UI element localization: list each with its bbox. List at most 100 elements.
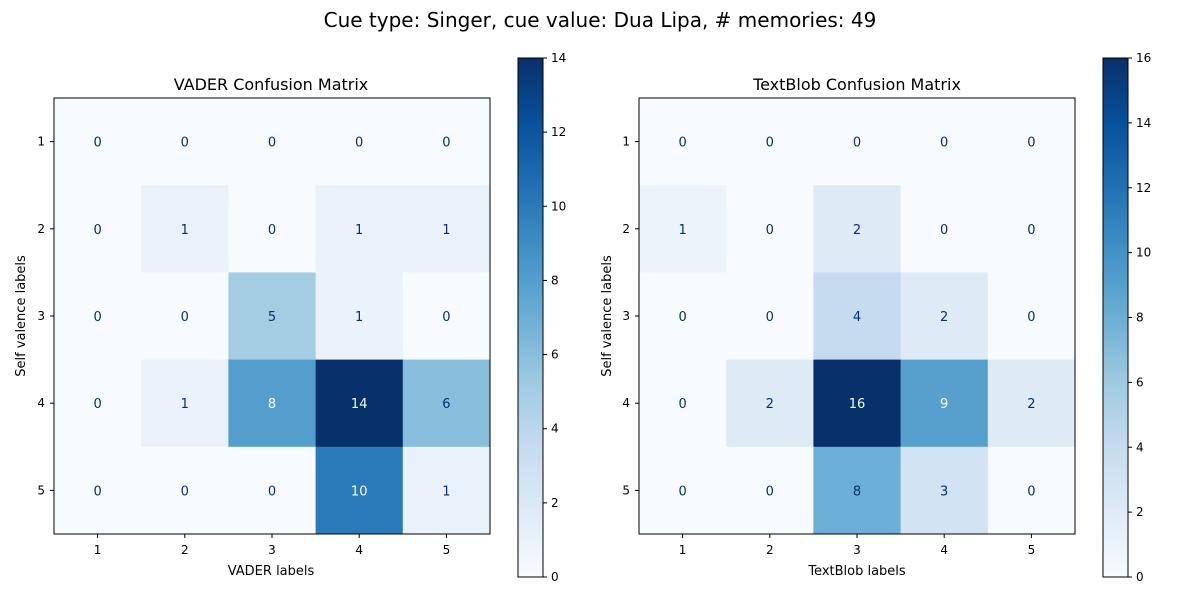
- vader-y-tick-label: 2: [37, 222, 45, 236]
- textblob-cell: [639, 98, 727, 186]
- vader-cell: [141, 272, 229, 361]
- vader-cell: [141, 185, 229, 273]
- textblob-cell-value: 0: [1027, 223, 1035, 238]
- textblob-cell: [900, 272, 989, 361]
- textblob-cell-value: 0: [678, 484, 686, 499]
- vader-colorbar-tick-label: 14: [551, 51, 566, 65]
- vader-y-tick-label: 3: [37, 309, 45, 323]
- vader-cell: [315, 446, 404, 535]
- vader-cell-value: 14: [351, 397, 368, 412]
- textblob-cell: [987, 446, 1076, 535]
- vader-cell: [402, 98, 491, 186]
- textblob-colorbar-bar: [1102, 57, 1129, 578]
- textblob-cell: [987, 98, 1076, 186]
- vader-cell-value: 1: [442, 223, 450, 238]
- vader-cell: [402, 359, 491, 448]
- textblob-cell: [987, 185, 1076, 273]
- textblob-cell: [726, 98, 814, 186]
- vader-cell-value: 0: [181, 484, 189, 499]
- textblob-x-tick-label: 4: [940, 543, 948, 557]
- vader-colorbar-tick-label: 6: [551, 348, 559, 362]
- vader-cell-value: 0: [93, 223, 101, 238]
- textblob-cell-value: 0: [940, 136, 948, 151]
- vader-cell-value: 0: [268, 223, 276, 238]
- textblob-cell: [813, 185, 902, 273]
- textblob-colorbar: 0 2 4 6 8 10 12 14 16: [1102, 51, 1151, 584]
- vader-y-tick-label: 1: [37, 135, 45, 149]
- vader-cell: [54, 359, 142, 448]
- vader-cell: [315, 272, 404, 361]
- vader-cell-value: 1: [355, 223, 363, 238]
- textblob-x-tick-label: 5: [1028, 543, 1036, 557]
- textblob-x-tick-label: 1: [679, 543, 687, 557]
- vader-cell-value: 1: [181, 223, 189, 238]
- vader-x-tick-label: 5: [443, 543, 451, 557]
- textblob-x-tick-label: 2: [766, 543, 774, 557]
- vader-x-tick-label: 3: [268, 543, 276, 557]
- textblob-cell-value: 9: [940, 397, 948, 412]
- vader-x-axis-label: VADER labels: [228, 564, 315, 579]
- textblob-cell: [726, 359, 814, 448]
- textblob-cell-value: 0: [766, 484, 774, 499]
- textblob-cell-value: 0: [766, 136, 774, 151]
- textblob-colorbar-tick-label: 2: [1136, 505, 1144, 519]
- vader-cell-value: 1: [442, 484, 450, 499]
- textblob-cell-value: 8: [853, 484, 861, 499]
- textblob-colorbar-tick-label: 16: [1136, 51, 1151, 65]
- textblob-cell-value: 0: [678, 136, 686, 151]
- vader-colorbar-tick-label: 12: [551, 125, 566, 139]
- vader-cell: [141, 446, 229, 535]
- textblob-colorbar-tick-label: 12: [1136, 181, 1151, 195]
- vader-cell-value: 8: [268, 397, 276, 412]
- textblob-cell-value: 3: [940, 484, 948, 499]
- textblob-colorbar-tick-label: 6: [1136, 375, 1144, 389]
- textblob-y-tick-label: 1: [622, 135, 630, 149]
- textblob-x-axis-label: TextBlob labels: [807, 564, 906, 579]
- vader-x-tick-label: 2: [181, 543, 189, 557]
- textblob-colorbar-tick-label: 14: [1136, 116, 1151, 130]
- textblob-colorbar-tick-label: 10: [1136, 246, 1151, 260]
- textblob-y-tick-label: 3: [622, 309, 630, 323]
- vader-cell-value: 6: [442, 397, 450, 412]
- textblob-cell: [813, 359, 902, 448]
- textblob-y-tick-label: 4: [622, 396, 630, 410]
- vader-colorbar-tick-label: 2: [551, 496, 559, 510]
- vader-confusion-matrix: VADER Confusion Matrix VADER labels Self…: [14, 51, 566, 584]
- vader-chart-title: VADER Confusion Matrix: [174, 75, 369, 94]
- textblob-cell: [726, 272, 814, 361]
- textblob-cell-value: 0: [1027, 484, 1035, 499]
- textblob-cell-value: 0: [678, 397, 686, 412]
- vader-cell: [54, 272, 142, 361]
- textblob-cell: [813, 446, 902, 535]
- textblob-cell-value: 0: [766, 310, 774, 325]
- textblob-y-axis-label: Self valence labels: [600, 255, 615, 377]
- vader-cell: [228, 446, 317, 535]
- textblob-colorbar-tick-label: 8: [1136, 311, 1144, 325]
- textblob-cell: [900, 98, 989, 186]
- vader-cell-value: 0: [93, 136, 101, 151]
- vader-cell-value: 0: [181, 310, 189, 325]
- vader-cell-value: 0: [268, 136, 276, 151]
- vader-cell: [228, 185, 317, 273]
- vader-cell: [315, 98, 404, 186]
- vader-colorbar-tick-label: 8: [551, 273, 559, 287]
- textblob-cell: [813, 98, 902, 186]
- vader-cell-value: 0: [93, 484, 101, 499]
- vader-cell-value: 0: [442, 136, 450, 151]
- textblob-cell-value: 0: [1027, 136, 1035, 151]
- vader-cell-value: 0: [181, 136, 189, 151]
- vader-x-tick-label: 1: [94, 543, 102, 557]
- vader-cell-value: 0: [93, 397, 101, 412]
- textblob-cell: [900, 185, 989, 273]
- vader-cell-value: 0: [442, 310, 450, 325]
- vader-cell-value: 10: [351, 484, 368, 499]
- textblob-colorbar-tick-label: 4: [1136, 440, 1144, 454]
- textblob-cell-value: 2: [766, 397, 774, 412]
- vader-y-axis-label: Self valence labels: [14, 255, 29, 377]
- textblob-cell: [639, 446, 727, 535]
- textblob-cell-value: 1: [678, 223, 686, 238]
- vader-cell-value: 5: [268, 310, 276, 325]
- textblob-cell-value: 2: [1027, 397, 1035, 412]
- textblob-cell: [726, 446, 814, 535]
- textblob-y-tick-label: 2: [622, 222, 630, 236]
